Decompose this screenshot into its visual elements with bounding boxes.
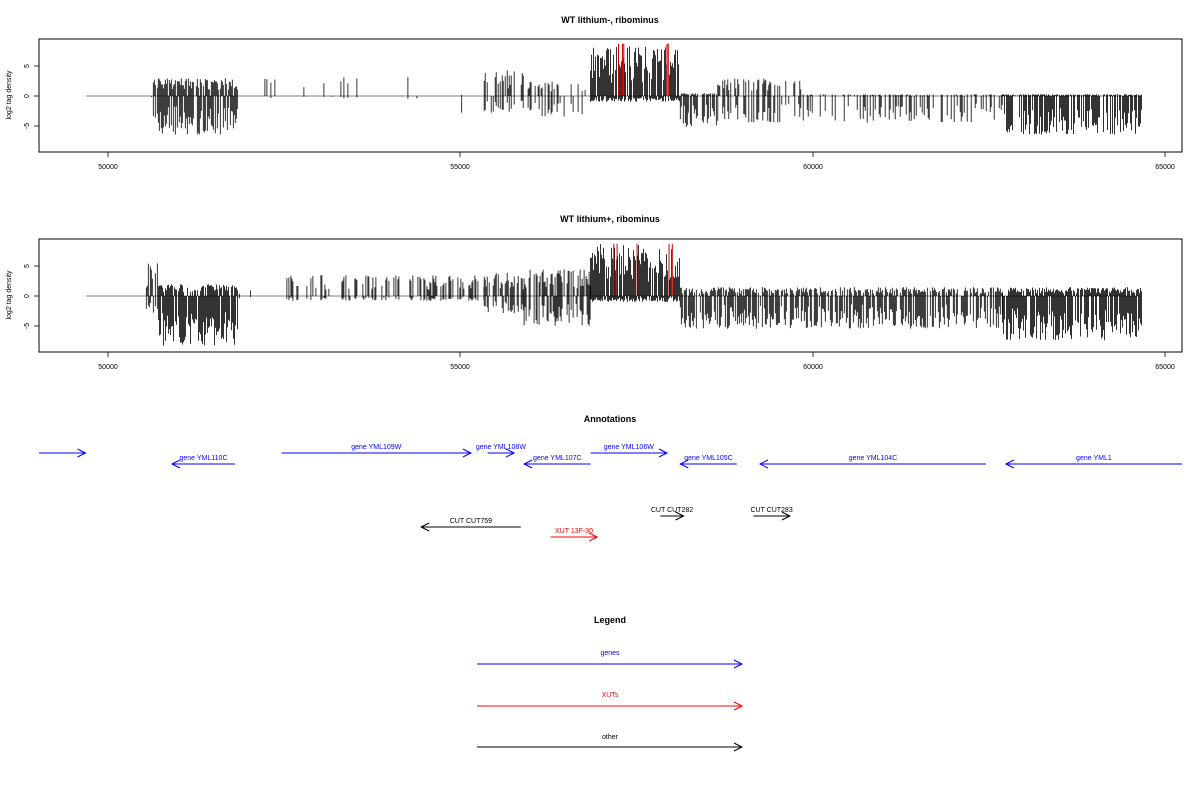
annotation-arrowhead (1004, 459, 1015, 469)
panel2-xtick-label: 50000 (98, 364, 118, 371)
annotation-arrowhead (675, 511, 685, 521)
panel1-xtick-label: 50000 (98, 164, 118, 171)
annotation-arrowhead (77, 448, 87, 458)
annotation-feature: gene YML1 (1004, 455, 1182, 469)
annotation-arrowhead (170, 459, 181, 469)
annotation-feature: CUT CUT759 (419, 518, 521, 532)
annotation-label: XUT 13F-30 (555, 528, 593, 535)
legend-label-xuts: XUTs (602, 692, 619, 699)
annotation-arrowhead (588, 532, 599, 542)
annotation-feature: gene YML109W (281, 444, 473, 458)
annotation-feature: CUT CUT283 (750, 507, 793, 521)
annotation-label: CUT CUT283 (750, 507, 792, 514)
annotation-feature: gene YML107C (522, 455, 591, 469)
panel2-ytick-label: -5 (24, 323, 31, 329)
legend-arrowhead-xuts (733, 701, 744, 711)
panel2-yaxis: 5 0 -5 (24, 264, 39, 329)
annotation-feature: gene YML106W (590, 444, 669, 458)
legend-title: Legend (594, 615, 626, 625)
panel2-xaxis: 50000 55000 60000 65000 (98, 352, 1175, 371)
legend: Legend genes XUTs other (477, 615, 744, 752)
panel1-ylabel: log2 tag density (6, 70, 13, 120)
annotation-feature: gene YML110C (170, 455, 235, 469)
annotation-label: gene YML110C (180, 455, 228, 462)
annotation-feature: XUT 13F-30 (550, 528, 599, 542)
annotation-arrowhead (505, 448, 516, 458)
annotation-arrowhead (658, 448, 669, 458)
panel1-bars (150, 46, 1142, 135)
annotation-feature: gene YML104C (758, 455, 986, 469)
annotation-arrowhead (781, 511, 792, 521)
annotation-arrowhead (419, 522, 430, 532)
annotation-arrowhead (462, 448, 473, 458)
panel2-title: WT lithium+, ribominus (560, 214, 660, 224)
legend-label-other: other (602, 734, 619, 741)
annotation-feature: gene YML108W (476, 444, 526, 458)
annotations-title: Annotations (584, 414, 637, 424)
panel2-highlights (613, 243, 673, 296)
panel2-ylabel: log2 tag density (6, 270, 13, 320)
panel2-ytick-label: 5 (24, 264, 31, 268)
panel-lithium-minus: WT lithium-, ribominus log2 tag density … (6, 15, 1183, 171)
annotation-label: gene YML108W (476, 444, 526, 451)
legend-item-xuts: XUTs (477, 692, 744, 711)
annotation-label: gene YML104C (849, 455, 898, 462)
annotation-arrowhead (758, 459, 769, 469)
annotation-arrowhead (679, 459, 689, 469)
annotation-label: gene YML105C (684, 455, 733, 462)
legend-label-genes: genes (600, 650, 620, 657)
panel1-xtick-label: 65000 (1155, 164, 1175, 171)
panel1-ytick-label: 5 (24, 64, 31, 68)
panel1-title: WT lithium-, ribominus (561, 15, 659, 25)
annotation-arrowhead (522, 459, 533, 469)
panel2-xtick-label: 65000 (1155, 364, 1175, 371)
panel1-yaxis: 5 0 -5 (24, 64, 39, 129)
panel2-xtick-label: 55000 (450, 364, 470, 371)
panel2-frame (38, 238, 1183, 353)
panel1-frame (38, 38, 1183, 153)
annotation-label: CUT CUT759 (450, 518, 492, 525)
panel1-xtick-label: 60000 (803, 164, 823, 171)
annotation-label: gene YML109W (351, 444, 401, 451)
legend-arrowhead-genes (733, 659, 744, 669)
annotation-label: CUT CUT282 (651, 507, 693, 514)
panel1-ytick-label: -5 (24, 123, 31, 129)
annotation-feature (39, 448, 87, 458)
annotation-label: gene YML106W (604, 444, 654, 451)
annotation-feature: gene YML105C (679, 455, 737, 469)
panel1-xtick-label: 55000 (450, 164, 470, 171)
panel1-highlights (618, 43, 669, 96)
annotation-features: gene YML110C gene YML109W gene YML108W gene… (39, 444, 1182, 542)
annotation-feature: CUT CUT282 (651, 507, 693, 521)
panel1-ytick-label: 0 (24, 94, 31, 98)
panel2-xtick-label: 60000 (803, 364, 823, 371)
annotation-label: gene YML1 (1076, 455, 1112, 462)
legend-item-other: other (477, 734, 744, 752)
legend-item-genes: genes (477, 650, 744, 669)
panel1-xaxis: 50000 55000 60000 65000 (98, 152, 1175, 171)
panel2-ytick-label: 0 (24, 294, 31, 298)
panel-lithium-plus: WT lithium+, ribominus log2 tag density … (6, 214, 1183, 371)
panel2-bars (145, 244, 1142, 346)
annotation-label: gene YML107C (533, 455, 582, 462)
legend-arrowhead-other (733, 742, 744, 752)
